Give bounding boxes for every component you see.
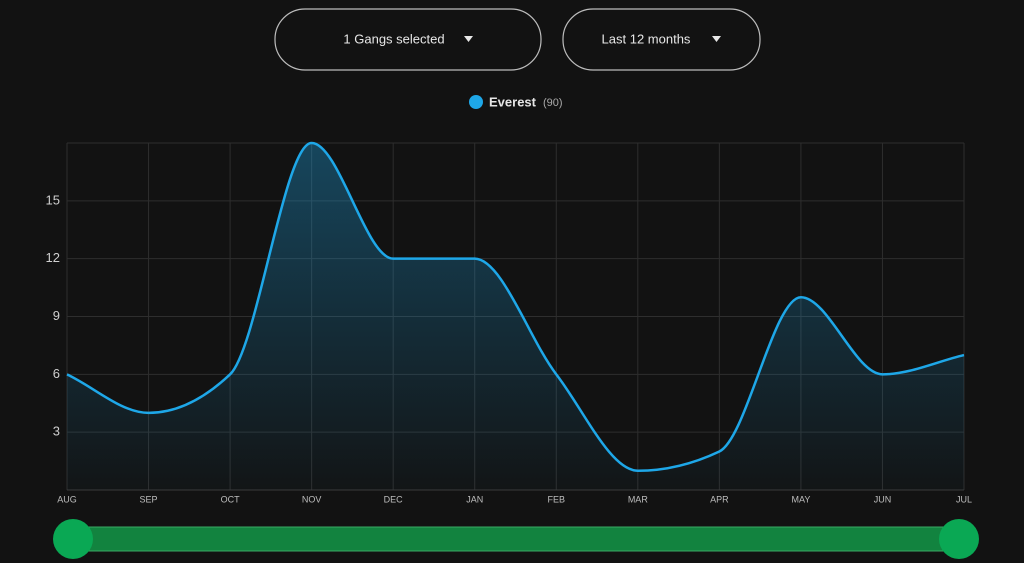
- y-tick-label: 9: [53, 308, 60, 323]
- legend-total: (90): [543, 97, 563, 109]
- y-tick-label: 15: [46, 192, 60, 207]
- plot: 3 6 9 12 15 AUG SEP OCT NOV DEC JAN FEB MAR APR MAY JUN…: [46, 141, 972, 504]
- x-tick-label: DEC: [384, 494, 404, 504]
- caret: [464, 36, 473, 42]
- x-tick-label: OCT: [221, 494, 241, 504]
- x-tick-label: JUL: [956, 494, 972, 504]
- legend-swatch: [469, 95, 483, 109]
- x-tick-label: AUG: [57, 494, 77, 504]
- slider-handle[interactable]: [53, 519, 93, 559]
- area: [67, 143, 964, 490]
- line: [66, 141, 965, 472]
- dropdown-label: 1 Gangs selected: [343, 31, 444, 46]
- x-tick-label: MAR: [628, 494, 649, 504]
- x-tick-label: JUN: [874, 494, 892, 504]
- slider-track: [71, 526, 961, 552]
- x-tick-label: FEB: [548, 494, 566, 504]
- caret: [712, 36, 721, 42]
- x-tick-label: SEP: [140, 494, 158, 504]
- x-tick-label: NOV: [302, 494, 322, 504]
- x-tick-label: JAN: [466, 494, 483, 504]
- x-tick-label: APR: [710, 494, 729, 504]
- y-tick-label: 3: [53, 424, 60, 439]
- dropdown-border: [274, 8, 542, 71]
- x-tick-label: MAY: [791, 494, 810, 504]
- gang-dropdown[interactable]: 1 Gangs selected: [274, 8, 542, 71]
- dropdown-label: Last 12 months: [602, 31, 691, 46]
- legend[interactable]: Everest (90): [469, 94, 563, 109]
- dropdown-border: [562, 8, 761, 71]
- y-tick-label: 12: [46, 250, 60, 265]
- period-dropdown[interactable]: Last 12 months: [562, 8, 761, 71]
- y-tick-label: 6: [53, 366, 60, 381]
- slider-handle[interactable]: [939, 519, 979, 559]
- range-slider[interactable]: [53, 519, 979, 559]
- legend-label: Everest: [489, 94, 537, 109]
